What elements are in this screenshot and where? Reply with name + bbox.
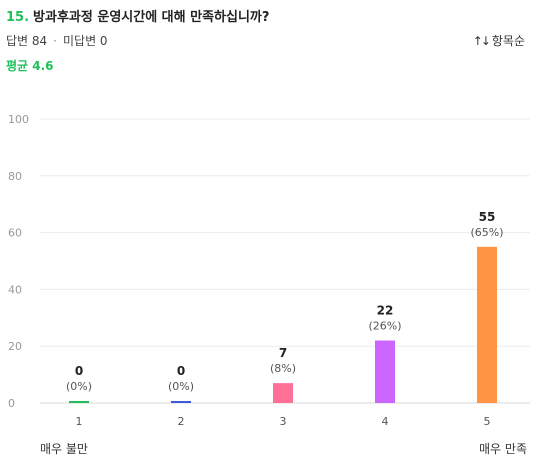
average-score: 평균 4.6 (6, 59, 54, 73)
bar-percent-label: (26%) (368, 320, 401, 333)
scale-low-label: 매우 불만 (40, 442, 88, 456)
y-tick-label: 20 (8, 340, 22, 353)
x-tick-label: 1 (76, 415, 83, 428)
question-title: 15. 방과후과정 운영시간에 대해 만족하십니까? (6, 6, 269, 25)
response-stats: 답변 84 · 미답변 0 (6, 32, 108, 49)
y-tick-label: 80 (8, 170, 22, 183)
y-tick-label: 0 (8, 397, 15, 410)
y-tick-label: 100 (8, 113, 29, 126)
bar-percent-label: (0%) (168, 380, 194, 393)
scale-high-label: 매우 만족 (479, 442, 527, 456)
bar-value-label: 0 (75, 364, 83, 378)
bar-value-label: 22 (377, 304, 394, 318)
bar-percent-label: (8%) (270, 362, 296, 375)
bar-value-label: 7 (279, 346, 287, 360)
bar (273, 383, 293, 403)
x-tick-label: 2 (178, 415, 185, 428)
bar-percent-label: (0%) (66, 380, 92, 393)
unanswered-count: 미답변 0 (63, 34, 108, 48)
sort-arrows-icon: ↑↓ (472, 34, 491, 48)
y-tick-label: 40 (8, 283, 22, 296)
x-tick-label: 3 (280, 415, 287, 428)
bar (477, 246, 497, 403)
x-tick-label: 5 (484, 415, 491, 428)
y-tick-label: 60 (8, 227, 22, 240)
x-tick-label: 4 (382, 415, 389, 428)
bar (375, 340, 395, 403)
bar-value-label: 55 (479, 210, 496, 224)
sort-label: 항목순 (491, 34, 525, 48)
stats-separator: · (53, 34, 57, 48)
question-number: 15. (6, 10, 30, 25)
answered-count: 답변 84 (6, 34, 48, 48)
bar (69, 401, 89, 403)
bar-value-label: 0 (177, 364, 185, 378)
sort-button[interactable]: ↑↓ 항목순 (473, 32, 525, 49)
bar (171, 401, 191, 403)
bar-percent-label: (65%) (470, 226, 503, 239)
question-text: 방과후과정 운영시간에 대해 만족하십니까? (33, 10, 270, 25)
